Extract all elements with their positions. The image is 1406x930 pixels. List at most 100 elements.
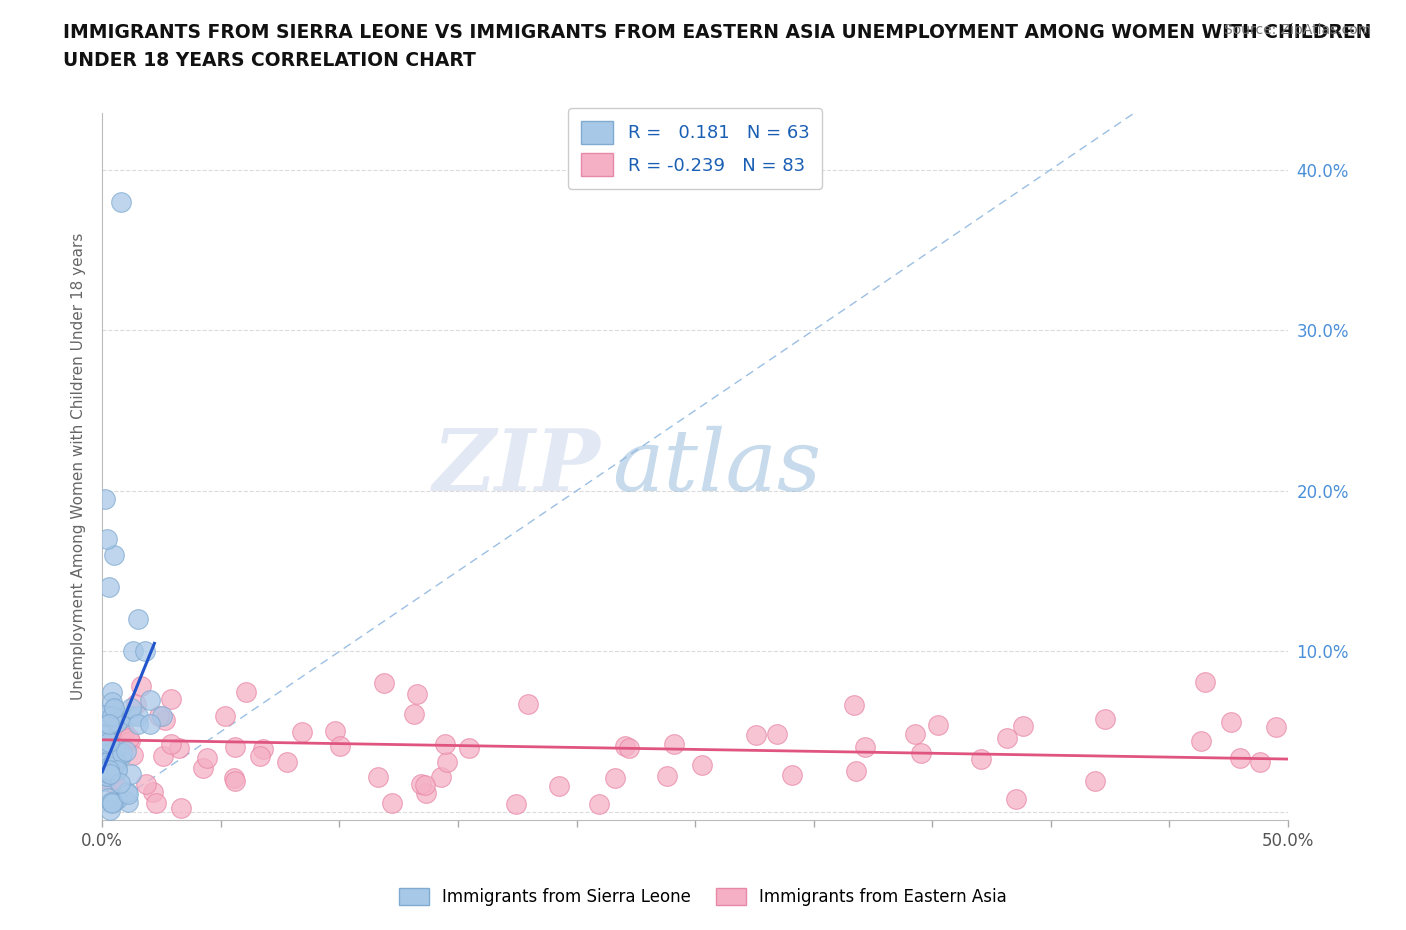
Point: [124, 697, 146, 711]
Point: [434, 737, 457, 751]
Point: [853, 739, 876, 754]
Point: [662, 737, 685, 751]
Point: [93, 491, 115, 506]
Point: [745, 728, 768, 743]
Point: [927, 718, 949, 733]
Point: [224, 773, 246, 788]
Point: [127, 716, 149, 731]
Point: [845, 764, 868, 778]
Point: [96, 744, 118, 759]
Point: [96, 532, 118, 547]
Point: [138, 692, 160, 707]
Point: [430, 770, 453, 785]
Point: [111, 746, 134, 761]
Point: [118, 731, 141, 746]
Point: [114, 743, 136, 758]
Point: [690, 757, 713, 772]
Point: [101, 684, 124, 699]
Text: ZIP: ZIP: [433, 425, 600, 509]
Point: [224, 739, 246, 754]
Point: [406, 687, 429, 702]
Point: [409, 777, 432, 791]
Point: [117, 795, 139, 810]
Point: [415, 786, 437, 801]
Point: [276, 754, 298, 769]
Point: [93, 764, 115, 778]
Point: [148, 709, 170, 724]
Point: [103, 771, 125, 786]
Point: [96, 772, 118, 787]
Point: [94, 736, 117, 751]
Point: [105, 761, 128, 776]
Point: [291, 724, 314, 739]
Point: [170, 801, 193, 816]
Point: [458, 740, 481, 755]
Point: [142, 784, 165, 799]
Point: [93, 708, 115, 723]
Point: [105, 740, 128, 755]
Legend: R =   0.181   N = 63, R = -0.239   N = 83: R = 0.181 N = 63, R = -0.239 N = 83: [568, 108, 823, 189]
Point: [105, 763, 128, 777]
Point: [105, 791, 128, 806]
Point: [436, 754, 458, 769]
Point: [110, 725, 132, 740]
Point: [96, 759, 118, 774]
Point: [588, 797, 610, 812]
Point: [101, 796, 124, 811]
Point: [97, 763, 120, 777]
Point: [118, 734, 141, 749]
Point: [98, 760, 121, 775]
Point: [138, 716, 160, 731]
Point: [135, 777, 157, 791]
Point: [110, 194, 132, 209]
Point: [1229, 751, 1251, 765]
Point: [98, 716, 121, 731]
Point: [1264, 720, 1286, 735]
Point: [167, 741, 190, 756]
Point: [98, 579, 121, 594]
Point: [103, 702, 125, 717]
Point: [780, 767, 803, 782]
Point: [108, 776, 131, 790]
Point: [120, 700, 142, 715]
Point: [121, 747, 143, 762]
Y-axis label: Unemployment Among Women with Children Under 18 years: Unemployment Among Women with Children U…: [72, 233, 86, 700]
Point: [98, 766, 121, 781]
Point: [127, 612, 149, 627]
Point: [96, 748, 118, 763]
Point: [127, 709, 149, 724]
Point: [1189, 734, 1212, 749]
Point: [101, 760, 124, 775]
Point: [96, 709, 118, 724]
Point: [93, 773, 115, 788]
Point: [97, 733, 120, 748]
Point: [195, 751, 218, 766]
Point: [96, 733, 118, 748]
Point: [159, 737, 181, 751]
Point: [404, 707, 426, 722]
Point: [222, 770, 245, 785]
Point: [1249, 754, 1271, 769]
Text: atlas: atlas: [612, 425, 821, 508]
Point: [904, 726, 927, 741]
Point: [1219, 715, 1241, 730]
Point: [252, 741, 274, 756]
Point: [160, 691, 183, 706]
Point: [134, 644, 156, 658]
Point: [1004, 792, 1026, 807]
Point: [1194, 674, 1216, 689]
Point: [97, 708, 120, 723]
Point: [98, 803, 121, 817]
Point: [129, 679, 152, 694]
Point: [613, 738, 636, 753]
Point: [103, 700, 125, 715]
Point: [381, 795, 404, 810]
Point: [98, 753, 121, 768]
Point: [603, 770, 626, 785]
Point: [120, 709, 142, 724]
Point: [98, 718, 121, 733]
Text: IMMIGRANTS FROM SIERRA LEONE VS IMMIGRANTS FROM EASTERN ASIA UNEMPLOYMENT AMONG : IMMIGRANTS FROM SIERRA LEONE VS IMMIGRAN…: [63, 23, 1372, 42]
Point: [655, 768, 678, 783]
Point: [323, 724, 346, 738]
Point: [214, 708, 236, 723]
